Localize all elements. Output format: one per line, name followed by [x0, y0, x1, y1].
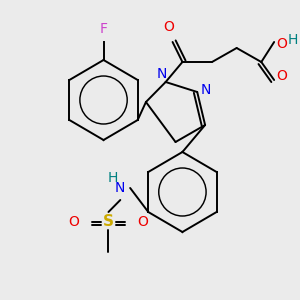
- Text: O: O: [68, 215, 80, 229]
- Text: N: N: [115, 181, 125, 195]
- Text: O: O: [276, 69, 287, 83]
- Text: N: N: [201, 83, 211, 97]
- Text: O: O: [163, 20, 174, 34]
- Text: N: N: [157, 67, 167, 81]
- Text: H: H: [288, 33, 298, 47]
- Text: O: O: [276, 37, 287, 51]
- Text: O: O: [137, 215, 148, 229]
- Text: F: F: [100, 22, 107, 36]
- Text: S: S: [103, 214, 114, 230]
- Text: H: H: [107, 171, 118, 185]
